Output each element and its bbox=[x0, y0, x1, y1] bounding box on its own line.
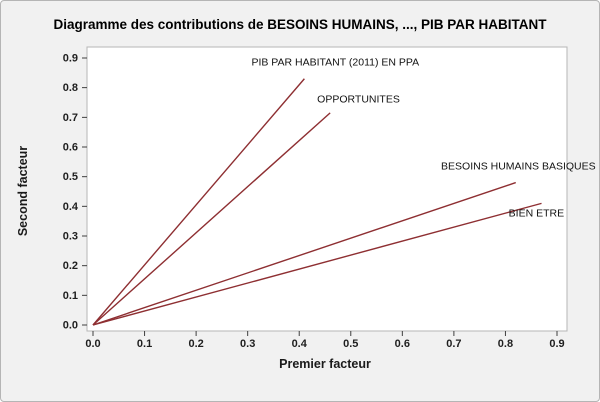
contribution-line bbox=[92, 78, 305, 326]
x-tick-label: 0.9 bbox=[549, 338, 564, 350]
y-tick-label: 0.7 bbox=[63, 112, 78, 124]
y-axis-title: Second facteur bbox=[16, 145, 30, 237]
x-tick-label: 0.5 bbox=[343, 338, 358, 350]
x-tick-label: 0.1 bbox=[137, 338, 152, 350]
y-tick-label: 0.5 bbox=[63, 171, 78, 183]
x-tick-label: 0.3 bbox=[240, 338, 255, 350]
x-tick-label: 0.4 bbox=[292, 338, 308, 350]
y-tick-label: 0.3 bbox=[63, 231, 78, 243]
y-tick-label: 0.8 bbox=[63, 82, 78, 94]
y-tick-label: 0.2 bbox=[63, 260, 78, 272]
y-tick-label: 0.1 bbox=[63, 290, 78, 302]
plot-background bbox=[86, 46, 568, 332]
x-tick-label: 0.0 bbox=[85, 338, 100, 350]
y-tick-label: 0.9 bbox=[63, 53, 78, 65]
x-tick-label: 0.2 bbox=[188, 338, 203, 350]
contribution-line bbox=[92, 202, 542, 326]
x-tick-label: 0.7 bbox=[446, 338, 461, 350]
series-label: OPPORTUNITES bbox=[317, 94, 400, 106]
series-label: BIEN ETRE bbox=[509, 208, 564, 220]
contribution-line bbox=[92, 181, 516, 326]
series-label: PIB PAR HABITANT (2011) EN PPA bbox=[251, 56, 419, 68]
x-tick-label: 0.8 bbox=[498, 338, 513, 350]
y-tick-label: 0.0 bbox=[63, 320, 78, 332]
contribution-line bbox=[92, 112, 331, 326]
x-axis-title: Premier facteur bbox=[279, 357, 371, 371]
y-tick-label: 0.6 bbox=[63, 142, 78, 154]
y-tick-label: 0.4 bbox=[63, 201, 79, 213]
chart-title: Diagramme des contributions de BESOINS H… bbox=[53, 17, 547, 32]
x-tick-label: 0.6 bbox=[395, 338, 410, 350]
series-label: BESOINS HUMAINS BASIQUES bbox=[441, 160, 596, 172]
